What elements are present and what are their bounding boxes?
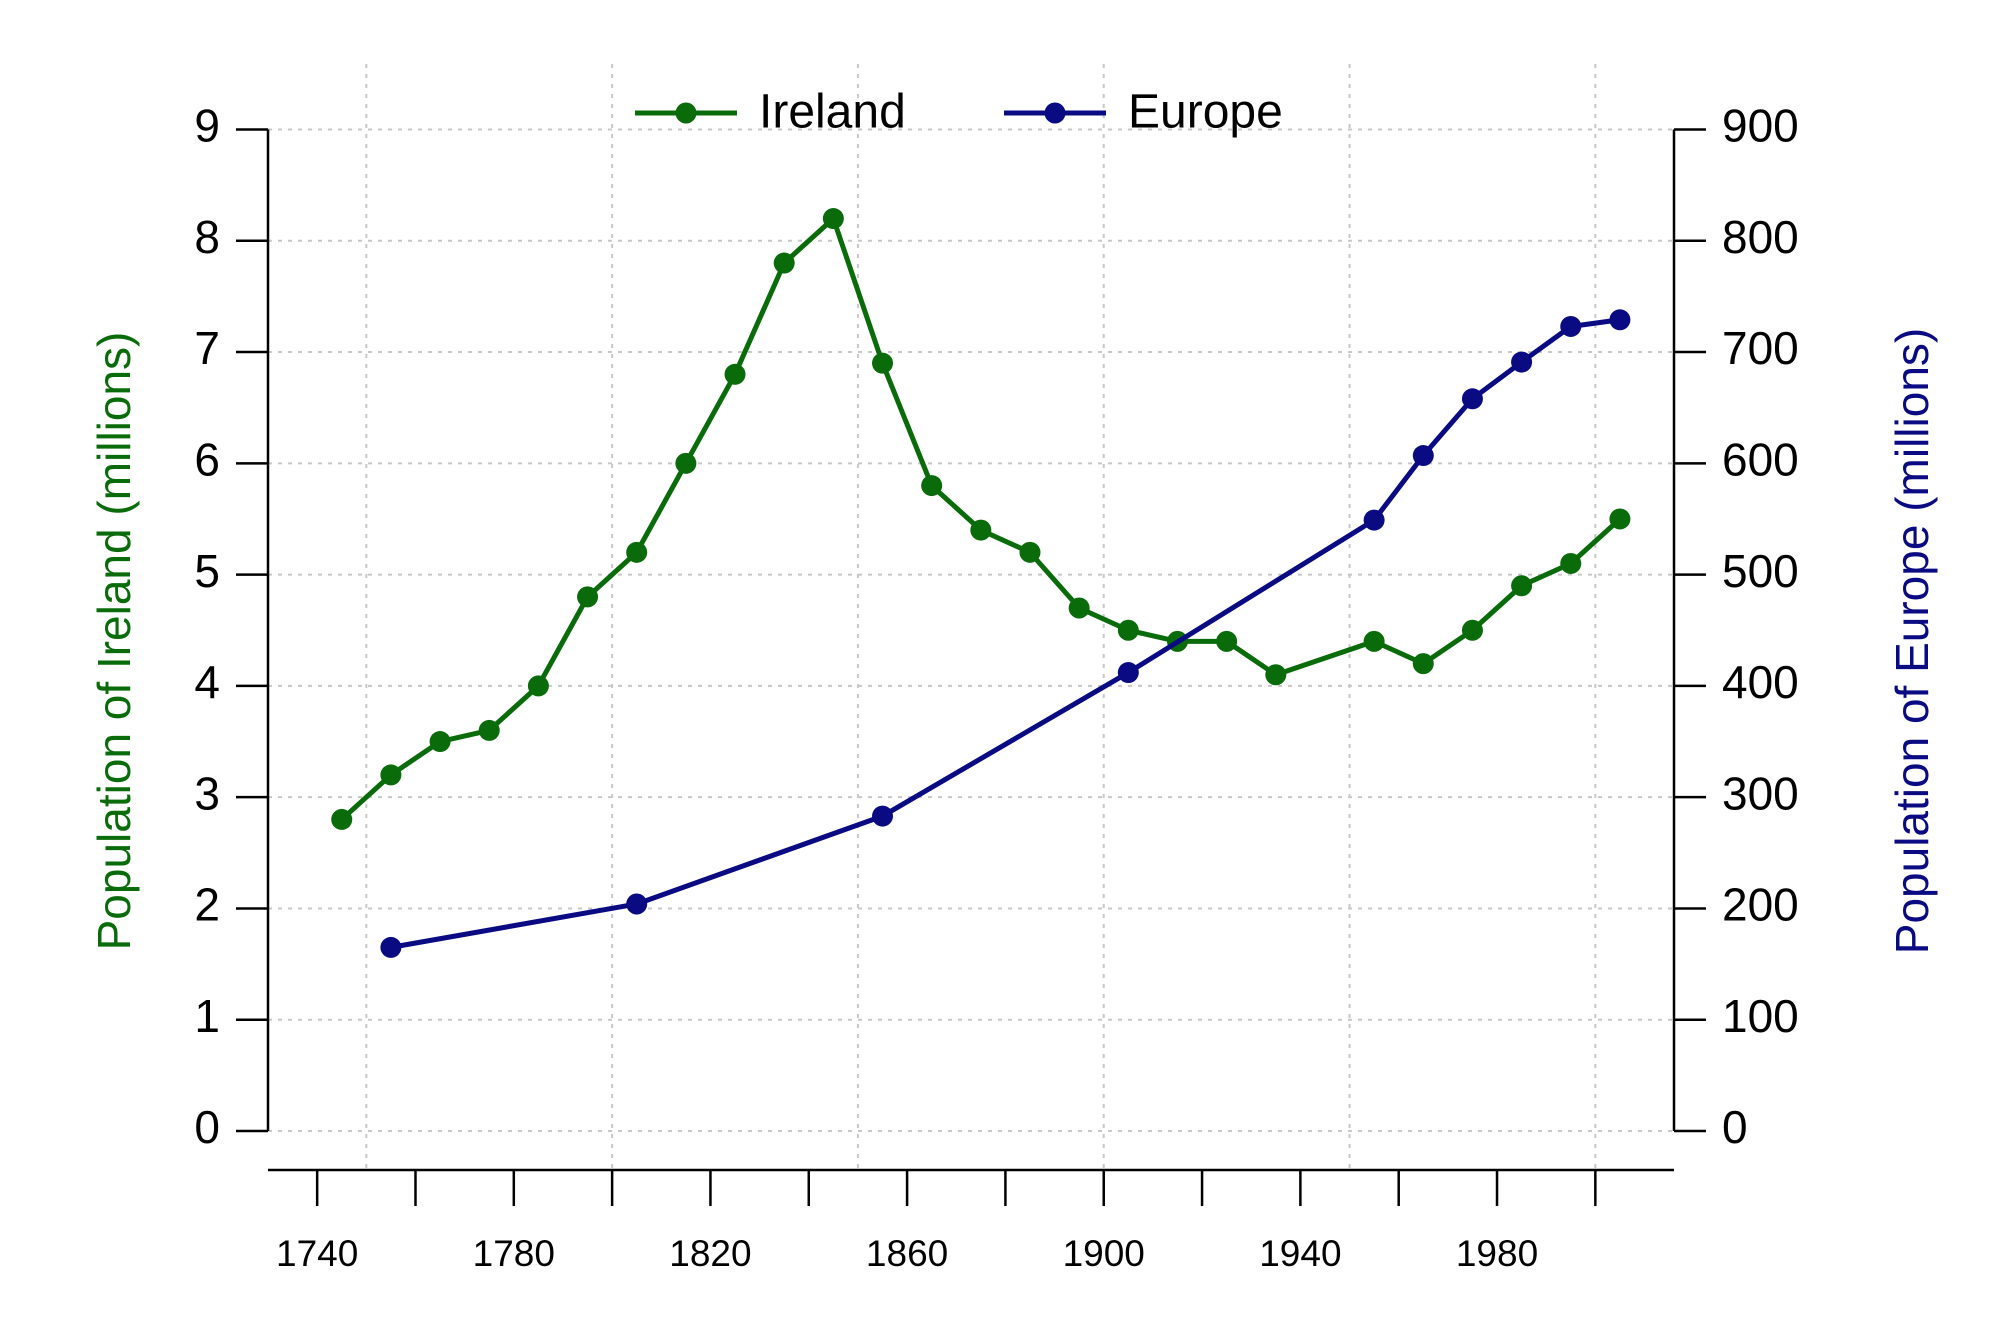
data-point [626,893,648,915]
data-point [331,808,353,830]
data-point [1363,630,1385,652]
data-point [1560,315,1582,337]
legend-label: Ireland [759,86,906,139]
data-point [577,586,599,608]
data-point [380,764,402,786]
y2-tick-label: 300 [1722,767,1799,819]
y2-tick-label: 700 [1722,322,1799,374]
data-point [527,675,549,697]
y2-axis-label: Population of Europe (millions) [1886,328,1938,954]
data-point [675,452,697,474]
data-point [1117,619,1139,641]
data-point [773,252,795,274]
data-point [1265,664,1287,686]
y-tick-label: 5 [194,545,220,597]
y-tick-label: 6 [194,433,220,485]
data-point [1117,662,1139,684]
y2-tick-label: 500 [1722,545,1799,597]
x-tick-label: 1740 [276,1233,358,1274]
data-point [872,805,894,827]
x-tick-label: 1980 [1456,1233,1538,1274]
y2-tick-label: 600 [1722,433,1799,485]
x-tick-label: 1820 [669,1233,751,1274]
data-point [478,719,500,741]
data-point [822,208,844,230]
legend-marker [1044,102,1066,124]
data-point [970,519,992,541]
legend-marker [675,102,697,124]
y2-tick-label: 100 [1722,990,1799,1042]
data-point [1461,619,1483,641]
data-point [724,363,746,385]
y-tick-label: 4 [194,656,220,708]
data-point [921,475,943,497]
y2-tick-label: 900 [1722,100,1799,152]
legend-label: Europe [1128,86,1283,139]
data-point [1511,351,1533,373]
y-tick-label: 1 [194,990,220,1042]
y2-tick-label: 200 [1722,879,1799,931]
y2-tick-label: 0 [1722,1101,1748,1153]
x-tick-label: 1780 [473,1233,555,1274]
data-point [429,731,451,753]
x-tick-label: 1860 [866,1233,948,1274]
y-tick-label: 2 [194,879,220,931]
data-point [1461,388,1483,410]
data-point [1068,597,1090,619]
data-point [380,936,402,958]
data-point [1019,541,1041,563]
x-tick-label: 1940 [1259,1233,1341,1274]
y-axis-label: Population of Ireland (millions) [88,332,140,951]
data-point [872,352,894,374]
data-point [1609,309,1631,331]
y-tick-label: 3 [194,767,220,819]
y-tick-label: 9 [194,100,220,152]
data-point [1609,508,1631,530]
data-point [1216,630,1238,652]
y-tick-label: 7 [194,322,220,374]
y2-tick-label: 400 [1722,656,1799,708]
y2-tick-label: 800 [1722,211,1799,263]
data-point [1511,575,1533,597]
x-tick-label: 1900 [1063,1233,1145,1274]
y-tick-label: 8 [194,211,220,263]
data-point [626,541,648,563]
series-line [390,317,1621,950]
series-line [340,216,1622,822]
data-point [1412,445,1434,467]
y-tick-label: 0 [194,1101,220,1153]
data-point [1412,653,1434,675]
data-point [1560,552,1582,574]
data-point [1363,509,1385,531]
